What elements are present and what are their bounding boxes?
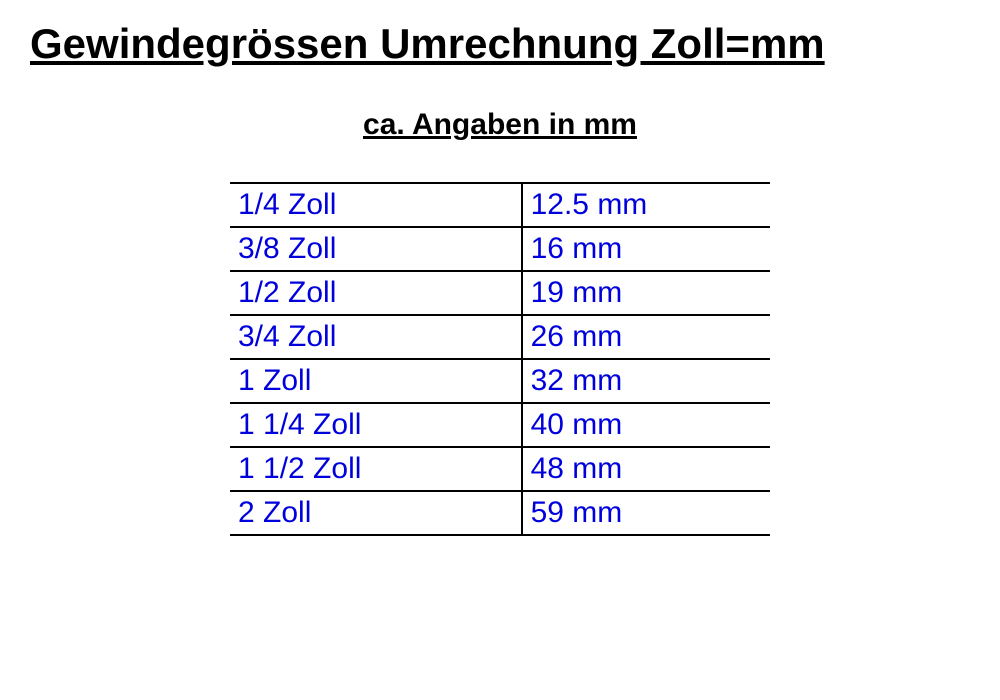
cell-zoll: 1/2 Zoll [230,271,522,315]
cell-mm: 32 mm [522,359,770,403]
table-row: 1/2 Zoll 19 mm [230,271,770,315]
table-row: 1/4 Zoll 12.5 mm [230,183,770,227]
cell-mm: 59 mm [522,491,770,535]
cell-zoll: 3/4 Zoll [230,315,522,359]
page-subtitle: ca. Angaben in mm [30,108,970,142]
cell-mm: 48 mm [522,447,770,491]
conversion-table-body: 1/4 Zoll 12.5 mm 3/8 Zoll 16 mm 1/2 Zoll… [230,183,770,535]
cell-mm: 19 mm [522,271,770,315]
cell-zoll: 3/8 Zoll [230,227,522,271]
cell-mm: 26 mm [522,315,770,359]
cell-mm: 12.5 mm [522,183,770,227]
cell-zoll: 1 Zoll [230,359,522,403]
cell-mm: 16 mm [522,227,770,271]
cell-mm: 40 mm [522,403,770,447]
table-row: 2 Zoll 59 mm [230,491,770,535]
conversion-table: 1/4 Zoll 12.5 mm 3/8 Zoll 16 mm 1/2 Zoll… [230,182,770,536]
cell-zoll: 1/4 Zoll [230,183,522,227]
cell-zoll: 1 1/2 Zoll [230,447,522,491]
page-title: Gewindegrössen Umrechnung Zoll=mm [30,20,970,68]
table-row: 3/4 Zoll 26 mm [230,315,770,359]
cell-zoll: 2 Zoll [230,491,522,535]
table-row: 3/8 Zoll 16 mm [230,227,770,271]
table-row: 1 Zoll 32 mm [230,359,770,403]
table-row: 1 1/2 Zoll 48 mm [230,447,770,491]
cell-zoll: 1 1/4 Zoll [230,403,522,447]
table-row: 1 1/4 Zoll 40 mm [230,403,770,447]
